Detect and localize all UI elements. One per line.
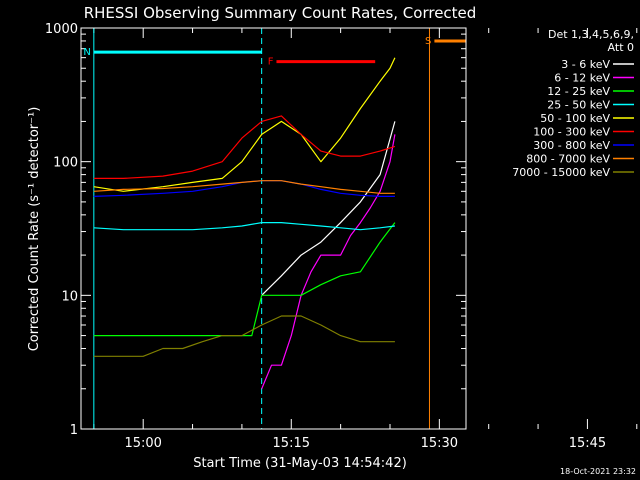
x-tick-label: 15:00 [124, 436, 161, 451]
y-tick-label: 1000 [45, 22, 78, 37]
series-line [617, 349, 640, 357]
y-tick-label: 1 [70, 423, 78, 438]
footer-timestamp: 18-Oct-2021 23:32 [560, 467, 636, 476]
legend-header-detectors: Det 1,3,4,5,6,9, [548, 28, 634, 41]
series-line [617, 184, 640, 209]
series-line [93, 222, 395, 231]
legend-label: 7000 - 15000 keV [512, 166, 610, 179]
legend-label: 3 - 6 keV [561, 58, 610, 71]
series-line [617, 178, 640, 185]
legend-label: 50 - 100 keV [540, 112, 610, 125]
series-line [617, 285, 640, 349]
series-line [93, 315, 395, 357]
series-line [93, 57, 396, 192]
legend-header-attenuator: Att 0 [608, 41, 634, 54]
series-line [617, 224, 640, 233]
x-tick-label: 15:15 [273, 436, 310, 451]
y-tick-label: 100 [53, 156, 78, 171]
series-line [617, 81, 640, 211]
series-line [617, 184, 640, 208]
plot-frame [80, 27, 467, 430]
series-line [617, 156, 640, 186]
legend-label: 6 - 12 keV [554, 72, 610, 85]
legend-label: 800 - 7000 keV [526, 153, 610, 166]
series-line [93, 115, 396, 179]
flag-label: F [268, 57, 274, 68]
legend-label: 12 - 25 keV [547, 85, 610, 98]
series-line [93, 180, 395, 194]
legend-label: 25 - 50 keV [547, 99, 610, 112]
x-tick-label: 15:45 [569, 436, 606, 451]
plot-area: 110100100015:0015:1515:3015:4516:0016:15… [45, 22, 640, 451]
series-line [261, 134, 396, 390]
flag-label: N [83, 47, 90, 58]
series-line [93, 222, 396, 337]
y-tick-label: 10 [61, 289, 78, 304]
series-line [261, 121, 396, 296]
data-layer: F S N [83, 28, 640, 429]
y-axis-label: Corrected Count Rate (s⁻¹ detector⁻¹) [27, 107, 42, 352]
x-tick-label: 15:30 [421, 436, 458, 451]
legend-label: 100 - 300 keV [533, 126, 610, 139]
series-line [617, 98, 640, 211]
legend-label: 300 - 800 keV [533, 139, 610, 152]
chart-title: RHESSI Observing Summary Count Rates, Co… [84, 4, 477, 22]
x-axis-label: Start Time (31-May-03 14:54:42) [193, 456, 407, 471]
flag-label: S [425, 36, 431, 47]
